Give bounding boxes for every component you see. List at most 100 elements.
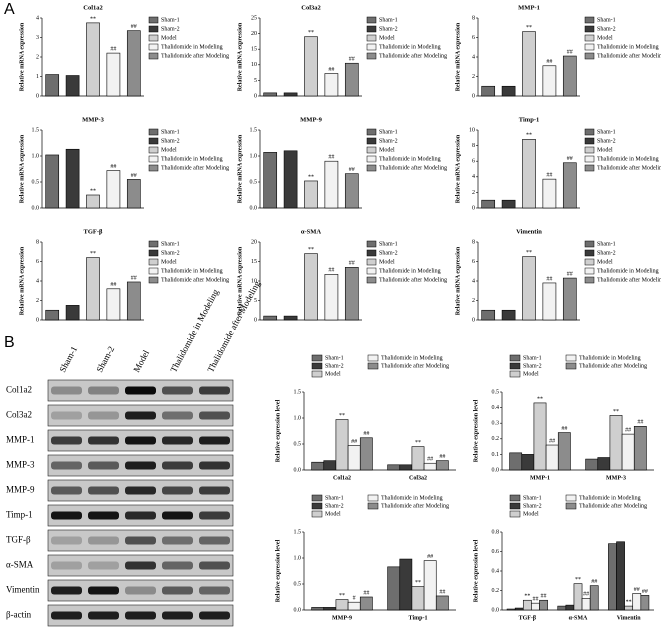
significance-label: ** (308, 174, 314, 180)
y-tick-label: 0.4 (492, 568, 500, 574)
legend-label: Model (379, 147, 395, 153)
y-axis-label: Relative expression level (473, 539, 479, 602)
bar (531, 602, 540, 611)
y-tick-label: 10 (251, 278, 257, 284)
legend-swatch (584, 240, 595, 248)
blot-band (88, 436, 119, 445)
legend-label: Thalidomide in Modeling (579, 495, 641, 501)
x-tick-label: MMP-1 (530, 475, 550, 481)
significance-label: ## (328, 155, 334, 161)
bar (640, 595, 650, 611)
legend-swatch (509, 370, 521, 378)
bar (324, 274, 339, 321)
legend-swatch (509, 502, 521, 510)
y-tick-label: 4 (472, 54, 475, 60)
legend-swatch (366, 276, 377, 284)
legend-label: Model (597, 35, 613, 41)
significance-label: ## (349, 261, 355, 267)
legend-label: Thalidomide after Modeling (161, 164, 229, 171)
y-tick-label: 0 (36, 317, 39, 323)
legend-label: Sham-2 (161, 26, 180, 32)
y-axis-label: Relative mRNA expression (19, 246, 25, 315)
legend-swatch (366, 164, 377, 172)
legend-swatch (148, 276, 159, 284)
bar (423, 462, 437, 471)
blot-band (162, 461, 193, 470)
x-tick-label: Vimentin (617, 615, 641, 621)
legend-label: Sham-2 (161, 250, 180, 256)
legend-swatch (584, 155, 595, 163)
legend-swatch (148, 155, 159, 163)
bar (608, 543, 617, 611)
legend-label: Sham-1 (379, 241, 398, 247)
significance-label: ## (549, 438, 555, 444)
chart-title: MMP-1 (518, 4, 540, 11)
blot-band (125, 561, 156, 570)
significance-label: ## (532, 597, 538, 603)
bar (557, 432, 571, 471)
legend-swatch (565, 494, 577, 502)
legend-label: Sham-1 (379, 129, 398, 135)
legend-label: Sham-1 (597, 17, 616, 23)
bar (481, 309, 496, 321)
blot-band (125, 536, 156, 545)
blot-label: Vimentin (6, 585, 40, 595)
bar (106, 288, 121, 321)
blot-strip (47, 579, 234, 602)
bar (304, 36, 318, 97)
y-axis-label: Relative mRNA expression (19, 134, 25, 203)
legend-swatch (584, 16, 595, 24)
y-tick-label: 20 (251, 31, 257, 37)
legend-swatch (366, 146, 377, 154)
y-tick-label: 0.3 (492, 421, 500, 427)
significance-label: ** (339, 593, 345, 599)
legend-swatch (148, 146, 159, 154)
y-tick-label: 6 (472, 259, 475, 265)
legend-label: Model (325, 371, 341, 377)
significance-label: ## (546, 276, 552, 282)
y-tick-label: 4 (36, 15, 39, 21)
significance-label: ## (642, 589, 648, 595)
legend-swatch (584, 43, 595, 51)
y-tick-label: 4 (36, 278, 39, 284)
lane-label: Sham-1 (57, 344, 79, 373)
y-tick-label: 15 (251, 259, 257, 265)
legend-label: Sham-2 (597, 138, 616, 144)
legend-swatch (584, 267, 595, 275)
y-tick-label: 3 (36, 35, 39, 41)
legend-swatch (366, 52, 377, 60)
bar (324, 160, 339, 209)
legend-label: Sham-2 (523, 363, 542, 369)
y-axis-label: Relative mRNA expression (237, 134, 243, 203)
chart-title: TGF-β (84, 228, 104, 235)
bar (387, 566, 401, 611)
significance-label: ## (349, 167, 355, 173)
bar (344, 267, 359, 321)
bar (562, 277, 577, 321)
bar (542, 178, 557, 209)
y-tick-label: 0.1 (492, 452, 500, 458)
blot-label: Col3a2 (6, 410, 32, 420)
blot-band (125, 586, 156, 595)
y-tick-label: 5 (254, 78, 257, 84)
legend-swatch (367, 494, 379, 502)
y-axis-label: Relative mRNA expression (455, 134, 461, 203)
blot-band (51, 536, 82, 545)
bar (65, 305, 80, 321)
blot-band (162, 586, 193, 595)
legend-label: Thalidomide in Modeling (379, 44, 441, 50)
y-tick-label: 1.0 (294, 555, 302, 561)
legend-label: Sham-1 (523, 495, 542, 501)
y-tick-label: 25 (251, 15, 257, 21)
legend-swatch (584, 25, 595, 33)
lane-label: Sham-2 (94, 344, 116, 373)
y-tick-label: 0.8 (492, 529, 500, 535)
bar (573, 583, 583, 611)
bar (311, 607, 325, 611)
bar (501, 199, 516, 209)
blot-band (88, 511, 119, 520)
significance-label: ** (90, 188, 96, 194)
legend-swatch (148, 137, 159, 145)
x-tick-label: TGF-β (519, 615, 537, 621)
legend-label: Sham-2 (325, 503, 344, 509)
